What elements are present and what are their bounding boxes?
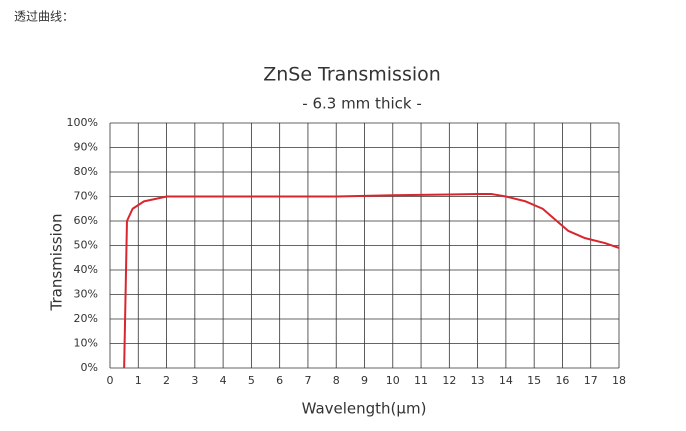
y-tick-label: 70%	[74, 190, 98, 203]
y-tick-label: 80%	[74, 165, 98, 178]
y-tick-label: 40%	[74, 263, 98, 276]
data-line	[123, 193, 620, 369]
x-tick-label: 5	[248, 374, 255, 387]
x-axis-label: Wavelength(μm)	[302, 400, 427, 418]
x-tick-label: 9	[361, 374, 368, 387]
x-tick-label: 8	[333, 374, 340, 387]
chart-subtitle: - 6.3 mm thick -	[302, 95, 421, 113]
y-tick-label: 10%	[74, 337, 98, 350]
x-tick-label: 16	[555, 374, 569, 387]
y-tick-label: 50%	[74, 239, 98, 252]
x-tick-label: 1	[135, 374, 142, 387]
x-tick-label: 18	[612, 374, 626, 387]
y-tick-label: 30%	[74, 288, 98, 301]
y-tick-label: 0%	[81, 361, 98, 374]
x-tick-label: 4	[220, 374, 227, 387]
x-tick-label: 0	[107, 374, 114, 387]
x-tick-label: 13	[471, 374, 485, 387]
x-tick-label: 2	[163, 374, 170, 387]
y-axis-label: Transmission	[48, 214, 66, 312]
page-label: 透过曲线：	[14, 10, 74, 24]
x-tick-label: 14	[499, 374, 513, 387]
chart-title: ZnSe Transmission	[263, 64, 441, 86]
y-tick-label: 20%	[74, 312, 98, 325]
x-tick-label: 6	[276, 374, 283, 387]
x-tick-label: 3	[191, 374, 198, 387]
x-tick-label: 17	[584, 374, 598, 387]
y-tick-label: 90%	[74, 141, 98, 154]
y-tick-label: 100%	[67, 116, 98, 129]
y-tick-label: 60%	[74, 214, 98, 227]
x-tick-label: 7	[304, 374, 311, 387]
x-tick-label: 12	[442, 374, 456, 387]
x-tick-label: 10	[386, 374, 400, 387]
x-tick-label: 11	[414, 374, 428, 387]
x-tick-label: 15	[527, 374, 541, 387]
